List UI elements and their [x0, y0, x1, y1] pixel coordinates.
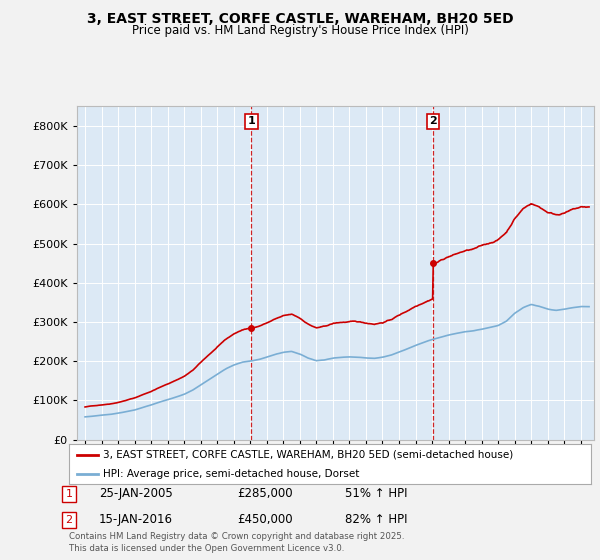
Text: Price paid vs. HM Land Registry's House Price Index (HPI): Price paid vs. HM Land Registry's House …: [131, 24, 469, 37]
Text: 2: 2: [65, 515, 73, 525]
Text: 1: 1: [248, 116, 256, 127]
Text: Contains HM Land Registry data © Crown copyright and database right 2025.
This d: Contains HM Land Registry data © Crown c…: [69, 533, 404, 553]
Text: 51% ↑ HPI: 51% ↑ HPI: [345, 487, 407, 501]
Text: 82% ↑ HPI: 82% ↑ HPI: [345, 513, 407, 526]
Text: 3, EAST STREET, CORFE CASTLE, WAREHAM, BH20 5ED: 3, EAST STREET, CORFE CASTLE, WAREHAM, B…: [86, 12, 514, 26]
Text: 3, EAST STREET, CORFE CASTLE, WAREHAM, BH20 5ED (semi-detached house): 3, EAST STREET, CORFE CASTLE, WAREHAM, B…: [103, 450, 513, 460]
Text: £450,000: £450,000: [237, 513, 293, 526]
Text: HPI: Average price, semi-detached house, Dorset: HPI: Average price, semi-detached house,…: [103, 469, 359, 479]
Text: 1: 1: [65, 489, 73, 499]
Text: 25-JAN-2005: 25-JAN-2005: [99, 487, 173, 501]
Text: 15-JAN-2016: 15-JAN-2016: [99, 513, 173, 526]
Text: £285,000: £285,000: [237, 487, 293, 501]
Text: 2: 2: [429, 116, 437, 127]
